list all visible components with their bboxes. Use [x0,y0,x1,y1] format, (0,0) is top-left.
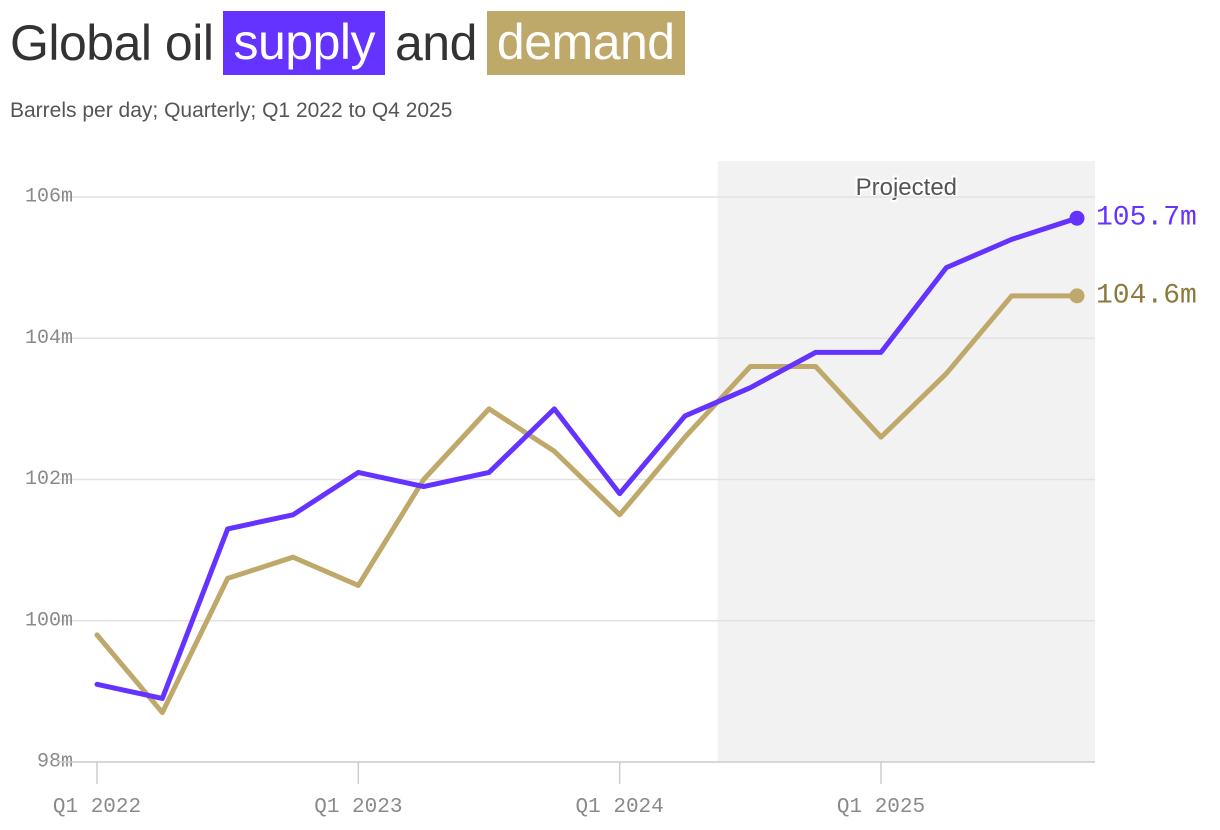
y-tick-label: 106m [25,186,73,209]
demand-end-dot [1069,288,1085,304]
projected-band [717,161,1095,762]
x-tick-label: Q1 2023 [314,796,402,819]
supply-end-dot [1069,210,1085,226]
y-tick-label: 102m [25,468,73,491]
x-tick-label: Q1 2022 [53,796,141,819]
gridlines [58,196,1095,622]
title-demand-highlight: demand [486,11,685,75]
chart-subtitle: Barrels per day; Quarterly; Q1 2022 to Q… [10,99,453,122]
supply-line [94,215,1080,701]
y-axis-ticks: 98m 100m 102m 104m 106m [25,186,73,774]
y-tick-label: 98m [37,751,73,774]
chart-title: Global oil supply and demand [10,10,685,76]
x-tick-label: Q1 2025 [837,796,925,819]
demand-line [94,293,1080,716]
title-prefix: Global oil [10,15,214,71]
series-lines [94,210,1085,716]
end-labels: 104.6m 105.7m [1096,203,1197,312]
y-tick-label: 104m [25,327,73,350]
x-tick-label: Q1 2024 [576,796,664,819]
projected-band-group: Projected [717,161,1095,762]
title-supply-highlight: supply [223,11,385,75]
x-axis: Q1 2022 Q1 2023 Q1 2024 Q1 2025 [53,761,1095,819]
title-middle: and [394,15,477,71]
supply-end-label: 105.7m [1096,203,1197,234]
y-tick-label: 100m [25,609,73,632]
demand-end-label: 104.6m [1096,280,1197,311]
